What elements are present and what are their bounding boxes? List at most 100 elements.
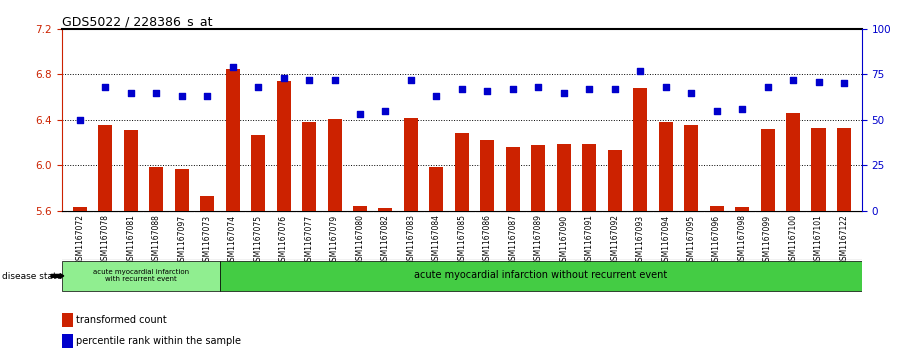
Bar — [302, 122, 316, 211]
Point — [404, 77, 418, 83]
Point — [429, 93, 444, 99]
Point — [148, 90, 163, 95]
Bar — [480, 140, 495, 211]
Text: GSM1167082: GSM1167082 — [381, 215, 390, 265]
Bar — [557, 144, 571, 211]
Point — [710, 108, 724, 114]
Text: transformed count: transformed count — [76, 315, 167, 325]
Bar — [659, 122, 672, 211]
Bar — [786, 113, 800, 211]
Text: GSM1167087: GSM1167087 — [508, 215, 517, 265]
Text: GSM1167077: GSM1167077 — [304, 215, 313, 266]
Bar — [220, 261, 862, 290]
Text: GSM1167086: GSM1167086 — [483, 215, 492, 265]
Text: GSM1167091: GSM1167091 — [585, 215, 594, 265]
Bar — [73, 207, 87, 211]
Bar — [404, 118, 418, 211]
Text: GSM1167090: GSM1167090 — [559, 215, 568, 266]
Point — [123, 90, 138, 95]
Point — [659, 84, 673, 90]
Bar — [277, 81, 291, 211]
Text: GSM1167083: GSM1167083 — [406, 215, 415, 265]
Bar — [378, 208, 393, 211]
Text: GSM1167096: GSM1167096 — [712, 215, 722, 266]
Text: GSM1167076: GSM1167076 — [279, 215, 288, 266]
Bar — [353, 206, 367, 211]
Bar — [633, 88, 647, 211]
Bar — [735, 207, 749, 211]
Text: GSM1167088: GSM1167088 — [152, 215, 160, 265]
Text: GSM1167098: GSM1167098 — [738, 215, 747, 265]
Point — [174, 93, 189, 99]
Text: GSM1167073: GSM1167073 — [202, 215, 211, 266]
Text: acute myocardial infarction without recurrent event: acute myocardial infarction without recu… — [415, 270, 668, 280]
Point — [582, 86, 597, 92]
Text: GSM1167089: GSM1167089 — [534, 215, 543, 265]
Point — [353, 111, 367, 117]
Bar — [684, 126, 698, 211]
Bar — [531, 145, 546, 211]
Bar — [149, 167, 163, 211]
Text: GSM1167072: GSM1167072 — [76, 215, 85, 265]
Point — [531, 84, 546, 90]
Text: GSM1167097: GSM1167097 — [177, 215, 186, 266]
Text: GSM1167094: GSM1167094 — [661, 215, 670, 266]
Text: GSM1167074: GSM1167074 — [228, 215, 237, 266]
Text: GSM1167095: GSM1167095 — [687, 215, 696, 266]
Text: GSM1167099: GSM1167099 — [763, 215, 772, 266]
Bar — [175, 168, 189, 211]
Text: GSM1167100: GSM1167100 — [789, 215, 797, 265]
Point — [735, 106, 750, 112]
Bar — [226, 69, 240, 211]
Text: GSM1167092: GSM1167092 — [610, 215, 619, 265]
Point — [761, 84, 775, 90]
Text: GSM1167075: GSM1167075 — [253, 215, 262, 266]
Bar — [98, 126, 112, 211]
Text: GSM1167079: GSM1167079 — [330, 215, 339, 266]
Bar — [251, 135, 265, 211]
Bar — [506, 147, 520, 211]
Point — [480, 88, 495, 94]
Bar — [124, 130, 138, 211]
Bar — [582, 144, 596, 211]
Point — [506, 86, 520, 92]
Bar — [608, 150, 621, 211]
Point — [557, 90, 571, 95]
Text: GSM1167101: GSM1167101 — [814, 215, 823, 265]
Bar — [328, 119, 342, 211]
Point — [608, 86, 622, 92]
Bar — [710, 206, 723, 211]
Bar — [761, 129, 774, 211]
Point — [786, 77, 801, 83]
Text: GSM1167081: GSM1167081 — [127, 215, 135, 265]
Point — [73, 117, 87, 123]
Text: percentile rank within the sample: percentile rank within the sample — [76, 336, 241, 346]
Point — [225, 64, 240, 70]
Point — [200, 93, 214, 99]
Bar — [62, 261, 220, 290]
Point — [251, 84, 265, 90]
Text: GSM1167084: GSM1167084 — [432, 215, 441, 265]
Point — [811, 79, 825, 85]
Text: GSM1167080: GSM1167080 — [355, 215, 364, 265]
Point — [327, 77, 342, 83]
Text: disease state: disease state — [2, 272, 62, 281]
Bar — [200, 196, 214, 211]
Text: GSM1167093: GSM1167093 — [636, 215, 645, 266]
Text: GSM1167078: GSM1167078 — [101, 215, 109, 265]
Point — [276, 75, 291, 81]
Point — [684, 90, 699, 95]
Point — [302, 77, 316, 83]
Point — [836, 81, 851, 86]
Bar — [455, 133, 469, 211]
Point — [98, 84, 113, 90]
Text: GSM1167085: GSM1167085 — [457, 215, 466, 265]
Bar — [812, 128, 825, 211]
Point — [633, 68, 648, 74]
Point — [378, 108, 393, 114]
Point — [455, 86, 469, 92]
Bar — [429, 167, 444, 211]
Text: GSM1167122: GSM1167122 — [839, 215, 848, 265]
Bar — [837, 128, 851, 211]
Text: acute myocardial infarction
with recurrent event: acute myocardial infarction with recurre… — [93, 269, 189, 282]
